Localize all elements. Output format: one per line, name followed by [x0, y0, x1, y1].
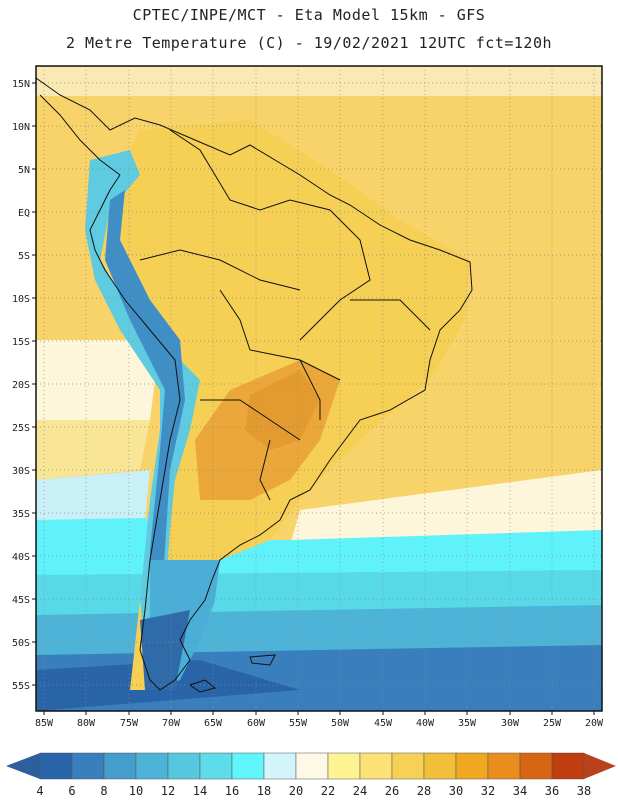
lat-label-5n: 5N	[18, 165, 30, 176]
colorbar: 4 6 8 10 12 14 16 18 20 22 24 26 28 30 32 34 36 38	[6, 752, 616, 798]
lat-label-15n: 15N	[12, 79, 30, 90]
temperature-field	[36, 66, 602, 711]
colorbar-swatch	[551, 752, 585, 780]
colorbar-swatch	[39, 752, 73, 780]
colorbar-swatch	[71, 752, 105, 780]
lat-label-15s: 15S	[12, 337, 30, 348]
colorbar-label: 4	[36, 784, 43, 798]
lon-label-30w: 30W	[501, 718, 520, 729]
colorbar-swatch	[231, 752, 265, 780]
lat-label-eq: EQ	[18, 208, 30, 219]
colorbar-label: 34	[513, 784, 527, 798]
colorbar-low-arrow	[6, 753, 40, 779]
lon-label-20w: 20W	[585, 718, 604, 729]
lat-label-45s: 45S	[12, 595, 30, 606]
colorbar-label: 32	[481, 784, 495, 798]
lat-label-10n: 10N	[12, 122, 30, 133]
lon-label-35w: 35W	[458, 718, 477, 729]
colorbar-swatch	[423, 752, 457, 780]
lon-label-55w: 55W	[289, 718, 308, 729]
lon-label-60w: 60W	[247, 718, 266, 729]
colorbar-swatch	[455, 752, 489, 780]
colorbar-swatch	[167, 752, 201, 780]
colorbar-swatch	[487, 752, 521, 780]
lat-label-30s: 30S	[12, 466, 30, 477]
lat-label-55s: 55S	[12, 681, 30, 692]
lon-label-70w: 70W	[162, 718, 181, 729]
colorbar-swatch	[103, 752, 137, 780]
colorbar-high-arrow	[584, 753, 616, 779]
lon-label-50w: 50W	[331, 718, 350, 729]
map-frame	[35, 65, 603, 712]
lon-label-85w: 85W	[35, 718, 54, 729]
colorbar-swatch	[295, 752, 329, 780]
colorbar-swatch	[519, 752, 553, 780]
colorbar-label: 28	[417, 784, 431, 798]
lat-label-40s: 40S	[12, 552, 30, 563]
colorbar-label: 6	[68, 784, 75, 798]
lat-label-35s: 35S	[12, 509, 30, 520]
colorbar-label: 24	[353, 784, 367, 798]
colorbar-label: 10	[129, 784, 143, 798]
lat-label-25s: 25S	[12, 423, 30, 434]
colorbar-swatch	[327, 752, 361, 780]
colorbar-label: 38	[577, 784, 591, 798]
lon-label-45w: 45W	[374, 718, 393, 729]
colorbar-swatch	[391, 752, 425, 780]
colorbar-label: 30	[449, 784, 463, 798]
colorbar-label: 20	[289, 784, 303, 798]
lat-label-5s: 5S	[18, 251, 30, 262]
colorbar-label: 14	[193, 784, 207, 798]
colorbar-swatch	[263, 752, 297, 780]
colorbar-label: 8	[100, 784, 107, 798]
colorbar-label: 16	[225, 784, 239, 798]
colorbar-swatch	[135, 752, 169, 780]
lon-label-25w: 25W	[543, 718, 562, 729]
lon-tick-marks	[43, 711, 595, 715]
lon-label-75w: 75W	[120, 718, 139, 729]
colorbar-label: 18	[257, 784, 271, 798]
lat-label-20s: 20S	[12, 380, 30, 391]
map-title-line2: 2 Metre Temperature (C) - 19/02/2021 12U…	[65, 34, 553, 52]
colorbar-label: 12	[161, 784, 175, 798]
lat-label-10s: 10S	[12, 294, 30, 305]
map-title-line1: CPTEC/INPE/MCT - Eta Model 15km - GFS	[132, 6, 486, 24]
colorbar-label: 22	[321, 784, 335, 798]
colorbar-label: 26	[385, 784, 399, 798]
lat-tick-marks	[32, 82, 36, 686]
colorbar-label: 36	[545, 784, 559, 798]
lon-label-65w: 65W	[204, 718, 223, 729]
coastlines	[36, 77, 473, 693]
colorbar-swatch	[359, 752, 393, 780]
colorbar-swatch	[199, 752, 233, 780]
lat-label-50s: 50S	[12, 638, 30, 649]
lon-label-40w: 40W	[416, 718, 435, 729]
lon-label-80w: 80W	[77, 718, 96, 729]
